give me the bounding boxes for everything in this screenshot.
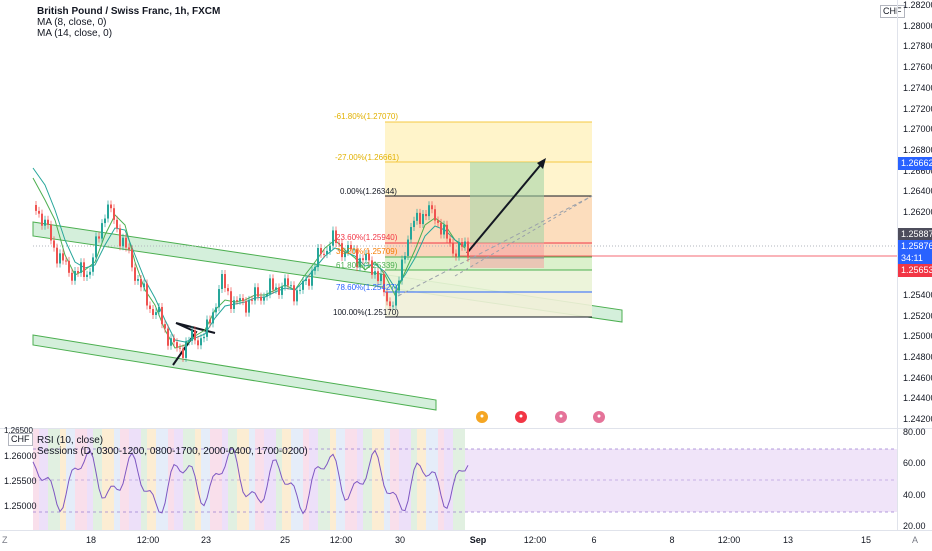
- ma-8-line: [32, 177, 466, 349]
- time-label-5: 12:00: [329, 535, 353, 545]
- price-axis-label: 1.26600: [903, 165, 932, 176]
- time-label-7: Sep: [469, 535, 487, 545]
- fib-label-3: 0.00%(1.26344): [340, 187, 397, 196]
- time-axis[interactable]: Z A: [0, 530, 932, 551]
- timezone-icon[interactable]: Z: [2, 535, 8, 545]
- fib-zone-1: [385, 122, 592, 162]
- symbol-title: British Pound / Swiss Franc, 1h, FXCM: [37, 6, 221, 17]
- time-label-10: 8: [669, 535, 675, 545]
- fib-label-4: 23.60%(1.25940): [336, 233, 398, 242]
- time-label-3: 23: [200, 535, 212, 545]
- price-axis[interactable]: 1.28200 1.28000 1.27800 1.27600 1.27400 1.272…: [897, 0, 932, 428]
- price-axis-label: 1.27200: [903, 103, 932, 114]
- countdown-badge: 34:11: [898, 252, 932, 265]
- currency-button[interactable]: CHF: [880, 5, 905, 18]
- price-axis-label: 1.25000: [903, 331, 932, 342]
- price-axis-label: 1.26800: [903, 144, 932, 155]
- time-label-8: 12:00: [523, 535, 547, 545]
- price-axis-label: 1.28200: [903, 0, 932, 10]
- price-axis-label: 1.24200: [903, 414, 932, 424]
- dividend-icon[interactable]: ●: [593, 411, 605, 423]
- sessions-legend[interactable]: Sessions (D, 0300-1200, 0800-1700, 2000-…: [37, 446, 308, 457]
- fib-zone-7: [385, 292, 592, 317]
- main-chart-pane[interactable]: British Pound / Swiss Franc, 1h, FXCM MA…: [0, 0, 932, 428]
- lower-channel-band: [32, 334, 437, 411]
- long-position-stop: [470, 243, 544, 268]
- rsi-range-band: [465, 449, 897, 512]
- rsi-currency-button[interactable]: CHF: [8, 433, 33, 446]
- fib-zone-6: [385, 270, 592, 292]
- candlesticks: [35, 200, 469, 362]
- time-label-13: 15: [860, 535, 872, 545]
- calendar-event-icon[interactable]: ●: [476, 411, 488, 423]
- fib-label-7: 78.60%(1.25427): [336, 283, 398, 292]
- price-axis-label: 1.28000: [903, 20, 932, 31]
- price-axis-label: 1.25200: [903, 310, 932, 321]
- trend-arrow: [466, 161, 544, 254]
- time-label-1: 18: [85, 535, 97, 545]
- price-axis-divider: [897, 0, 898, 530]
- time-label-2: 12:00: [136, 535, 160, 545]
- rsi-pane[interactable]: CHF RSI (10, close) Sessions (D, 0300-12…: [0, 426, 932, 531]
- rsi-axis-40: 40.00: [903, 490, 926, 500]
- price-axis-label: 1.24800: [903, 351, 932, 362]
- price-axis-label: 1.26400: [903, 186, 932, 197]
- rsi-left-label-3: 1.25000: [4, 501, 37, 511]
- price-badge-low: 1.25653: [898, 264, 932, 277]
- time-label-12: 13: [782, 535, 794, 545]
- price-badge-mid-1: 1.25887: [898, 228, 932, 241]
- time-label-6: 30: [394, 535, 406, 545]
- fib-label-6: 61.80%(1.25339): [336, 261, 398, 270]
- price-axis-label: 1.24400: [903, 393, 932, 404]
- price-axis-label: 1.27800: [903, 41, 932, 52]
- fib-label-1: -61.80%(1.27070): [334, 112, 399, 121]
- time-label-11: 12:00: [717, 535, 741, 545]
- time-label-4: 25: [279, 535, 291, 545]
- price-axis-label: 1.27600: [903, 62, 932, 73]
- time-label-9: 6: [591, 535, 597, 545]
- price-chart[interactable]: [0, 0, 932, 428]
- rsi-line: [32, 447, 469, 515]
- rsi-axis-20: 20.00: [903, 521, 926, 531]
- price-badge-mid-2: 1.25876: [898, 240, 932, 253]
- price-axis-label: 1.27400: [903, 82, 932, 93]
- auto-scale-icon[interactable]: A: [912, 535, 919, 545]
- price-axis-label: 1.26200: [903, 207, 932, 217]
- price-badge-top: 1.26662: [898, 157, 932, 170]
- drawn-pattern: [172, 322, 216, 366]
- rsi-axis-60: 60.00: [903, 458, 926, 468]
- rsi-left-label-2: 1.25500: [4, 476, 37, 486]
- price-axis-label: 1.25400: [903, 289, 932, 300]
- ma-14-legend[interactable]: MA (14, close, 0): [37, 28, 113, 39]
- rsi-axis-80: 80.00: [903, 427, 926, 437]
- rsi-left-label-1: 1.26000: [4, 451, 37, 461]
- earnings-icon[interactable]: ●: [515, 411, 527, 423]
- calendar-event-icon-2[interactable]: ●: [555, 411, 567, 423]
- rsi-chart[interactable]: [0, 429, 897, 531]
- ma-8-legend[interactable]: MA (8, close, 0): [37, 17, 107, 28]
- fib-label-8: 100.00%(1.25170): [333, 308, 399, 317]
- fib-label-5: 38.20%(1.25709): [336, 247, 398, 256]
- price-axis-label: 1.27000: [903, 124, 932, 135]
- rsi-legend[interactable]: RSI (10, close): [37, 435, 104, 446]
- price-axis-label: 1.24600: [903, 372, 932, 383]
- fib-label-2: -27.00%(1.26661): [335, 153, 400, 162]
- rsi-left-label-cut: 1.26500: [4, 426, 33, 435]
